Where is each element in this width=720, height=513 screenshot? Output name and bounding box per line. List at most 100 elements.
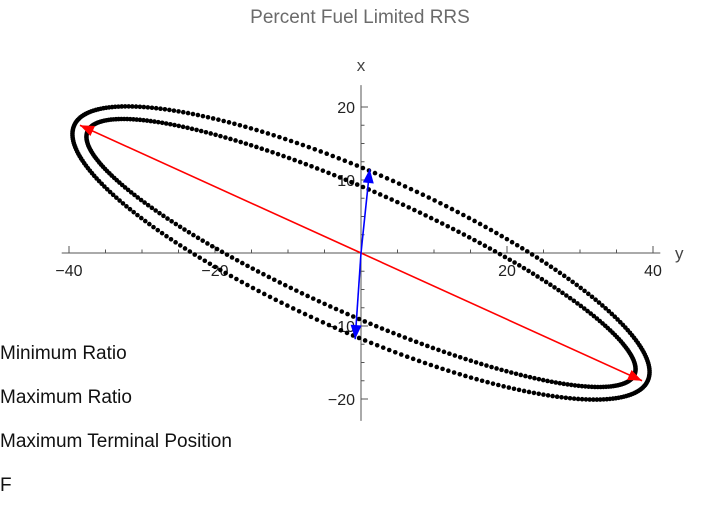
data-point — [477, 240, 482, 246]
data-point — [326, 322, 332, 328]
data-point — [147, 221, 152, 227]
data-point — [345, 311, 350, 317]
data-point — [588, 311, 594, 316]
data-point — [502, 254, 508, 260]
data-point — [343, 177, 349, 183]
data-point — [153, 208, 158, 213]
data-point — [582, 288, 587, 294]
max-ratio-arrow-head — [79, 125, 95, 137]
data-point — [553, 267, 558, 273]
data-point — [596, 300, 602, 305]
data-point — [548, 264, 554, 270]
data-point — [176, 109, 181, 114]
data-point — [144, 118, 150, 123]
data-point — [122, 104, 128, 109]
data-point — [168, 236, 174, 242]
data-point — [282, 282, 288, 288]
data-point — [490, 381, 496, 386]
data-point — [422, 360, 428, 366]
data-point — [191, 232, 196, 238]
data-point — [255, 269, 261, 274]
data-point — [380, 345, 386, 350]
data-point — [164, 233, 169, 239]
data-point — [574, 282, 580, 288]
data-point — [474, 376, 479, 382]
data-point — [135, 195, 141, 200]
data-point — [133, 104, 139, 109]
data-point — [571, 298, 577, 304]
data-point — [526, 268, 531, 274]
data-point — [200, 113, 206, 119]
data-point — [509, 239, 515, 245]
data-point — [383, 194, 389, 200]
data-point — [270, 150, 275, 155]
data-point — [195, 112, 201, 118]
x-tick-label: −20 — [201, 263, 228, 280]
data-point — [561, 273, 567, 279]
data-point — [586, 291, 591, 297]
data-point — [468, 375, 474, 380]
data-point — [141, 104, 147, 110]
data-point — [548, 282, 553, 288]
data-point — [384, 176, 390, 181]
data-point — [615, 317, 620, 322]
data-point — [159, 120, 165, 126]
data-point — [477, 221, 483, 227]
data-point — [155, 119, 161, 125]
data-point — [209, 243, 215, 249]
data-point — [310, 296, 316, 301]
data-point — [519, 246, 525, 251]
data-point — [131, 209, 136, 215]
data-point — [239, 279, 245, 285]
data-point — [545, 393, 551, 398]
data-point — [452, 353, 458, 358]
data-point — [441, 349, 447, 355]
data-point — [597, 397, 603, 402]
data-point — [456, 229, 461, 235]
data-point — [234, 276, 239, 282]
data-point — [447, 351, 452, 356]
data-point — [554, 394, 560, 400]
data-point — [579, 396, 585, 402]
data-point — [544, 261, 549, 266]
data-point — [408, 186, 414, 192]
data-point — [449, 206, 455, 212]
data-point — [180, 109, 186, 115]
data-point — [434, 364, 440, 370]
data-point — [501, 384, 506, 389]
data-point — [443, 203, 449, 209]
data-point — [517, 263, 522, 268]
data-point — [539, 276, 545, 282]
data-point — [408, 337, 413, 342]
data-point — [305, 293, 310, 299]
data-point — [426, 195, 432, 200]
data-point — [202, 258, 208, 264]
data-point — [392, 349, 398, 355]
data-point — [545, 378, 550, 384]
data-point — [531, 390, 537, 396]
data-point — [587, 397, 592, 402]
data-point — [578, 285, 583, 291]
data-point — [134, 117, 139, 122]
data-point — [145, 202, 151, 208]
data-point — [396, 333, 402, 338]
data-point — [552, 285, 557, 290]
data-point — [218, 133, 223, 139]
data-point — [396, 181, 402, 186]
data-point — [530, 271, 536, 277]
data-point — [314, 166, 320, 171]
data-point — [195, 235, 201, 241]
data-point — [504, 236, 510, 242]
legend-entry-minimum-ratio: Minimum Ratio — [0, 343, 127, 364]
data-point — [279, 300, 284, 306]
data-point — [567, 395, 573, 401]
data-point — [205, 241, 210, 246]
data-point — [142, 218, 148, 224]
data-point — [233, 138, 238, 143]
data-point — [425, 343, 430, 349]
data-point — [102, 184, 107, 189]
data-point — [149, 205, 155, 211]
data-point — [373, 323, 379, 329]
data-point — [185, 125, 190, 131]
legend-entry-maximum-terminal-position: Maximum Terminal Position — [0, 431, 232, 452]
